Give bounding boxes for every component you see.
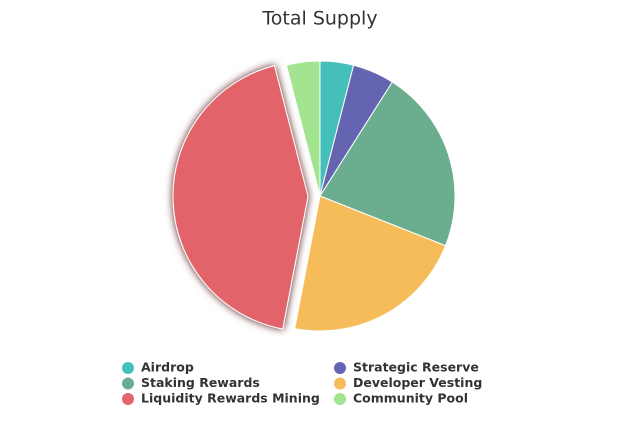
legend-label: Community Pool [353,391,468,406]
legend-marker [122,377,134,390]
pie-slice [319,81,456,247]
legend-marker [122,393,134,405]
chart-title: Total Supply [261,8,377,30]
legend-marker [122,362,134,374]
pie-slice [294,195,447,332]
legend-label: Airdrop [141,360,194,375]
pie-slice [285,60,321,197]
legend-label: Strategic Reserve [353,360,479,375]
legend-marker [334,377,346,390]
legend-label: Liquidity Rewards Mining [141,391,320,406]
legend-label: Developer Vesting [353,375,482,390]
legend-marker [334,362,346,374]
pie-slice [172,65,309,330]
legend-marker [334,393,346,405]
legend-label: Staking Rewards [141,375,260,390]
